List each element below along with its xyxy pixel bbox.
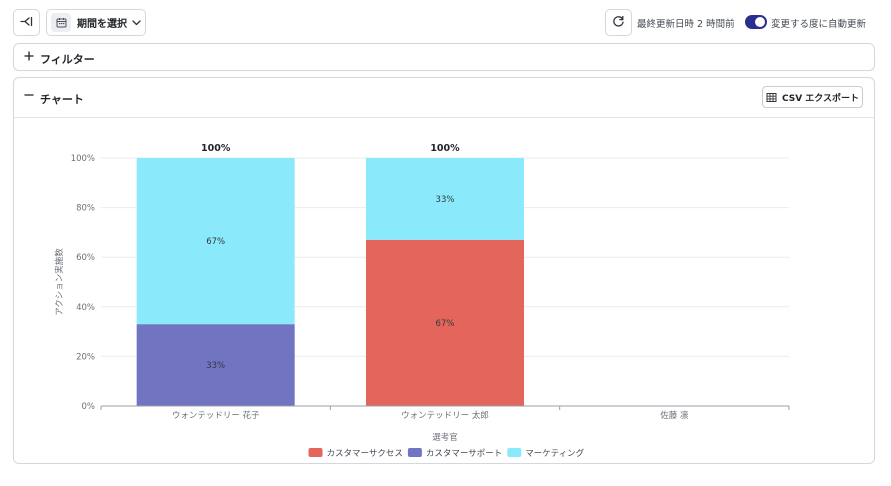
legend-label: カスタマーサポート	[426, 449, 502, 459]
refresh-button[interactable]	[605, 9, 632, 36]
calendar-icon	[51, 13, 71, 32]
arrow-left-bar-icon	[20, 13, 33, 32]
x-tick-label: ウォンテッドリー 花子	[172, 410, 260, 421]
bar-segment-label: 67%	[436, 319, 455, 329]
period-select-label: 期間を選択	[77, 19, 127, 30]
y-tick-label: 60%	[76, 253, 95, 263]
bar-segment-label: 33%	[436, 195, 455, 205]
x-axis-title: 選考官	[432, 432, 458, 443]
plus-icon[interactable]	[24, 51, 34, 64]
back-button[interactable]	[13, 9, 40, 36]
bar-segment-label: 33%	[206, 361, 225, 371]
csv-export-label: CSV エクスポート	[781, 93, 860, 104]
filter-panel[interactable]: フィルター	[13, 43, 875, 71]
chart-panel: チャート CSV エクスポート 0% 20% 40% 60% 80% 100% 33% 67%…	[13, 77, 875, 464]
chart-header-divider	[14, 117, 874, 118]
bar-segment	[136, 324, 295, 406]
bar-segment	[366, 158, 524, 240]
y-axis-title: アクション実施数	[54, 248, 65, 316]
legend-swatch	[407, 448, 422, 457]
stacked-bar-chart: 0% 20% 40% 60% 80% 100% 33% 67% 100% ウォンテッドリー 花子 6…	[54, 143, 790, 459]
y-tick-label: 100%	[71, 154, 95, 164]
auto-update-toggle[interactable]	[745, 15, 767, 29]
csv-export-button[interactable]: CSV エクスポート	[762, 86, 863, 108]
period-select-button[interactable]: 期間を選択	[46, 9, 146, 36]
chart-panel-title[interactable]: チャート	[40, 93, 84, 106]
toggle-knob	[755, 17, 765, 27]
legend-label: マーケティング	[525, 448, 584, 459]
legend-swatch	[507, 448, 522, 457]
minus-icon[interactable]	[24, 90, 34, 103]
bar-segment	[366, 239, 524, 406]
bar-total-label: 100%	[201, 143, 231, 154]
auto-update-label: 変更する度に自動更新	[771, 19, 867, 30]
bar-segment	[136, 158, 295, 325]
refresh-icon	[612, 13, 625, 32]
bar-total-label: 100%	[430, 143, 460, 154]
filter-panel-title[interactable]: フィルター	[40, 53, 95, 66]
x-tick-label: ウォンテッドリー 太郎	[401, 410, 489, 421]
bar-segment-label: 67%	[206, 237, 225, 247]
chevron-down-icon	[132, 19, 141, 26]
y-tick-label: 20%	[76, 352, 95, 362]
y-tick-label: 80%	[76, 204, 95, 214]
last-updated-text: 最終更新日時 2 時間前	[637, 19, 735, 30]
legend-swatch	[308, 448, 323, 457]
legend-label: カスタマーサクセス	[327, 449, 403, 459]
y-tick-label: 0%	[82, 402, 96, 412]
x-tick-label: 佐藤 凛	[660, 410, 689, 421]
top-toolbar: 期間を選択 最終更新日時 2 時間前 変更する度に自動更新	[13, 8, 875, 38]
y-tick-label: 40%	[76, 303, 95, 313]
table-icon	[766, 88, 777, 107]
